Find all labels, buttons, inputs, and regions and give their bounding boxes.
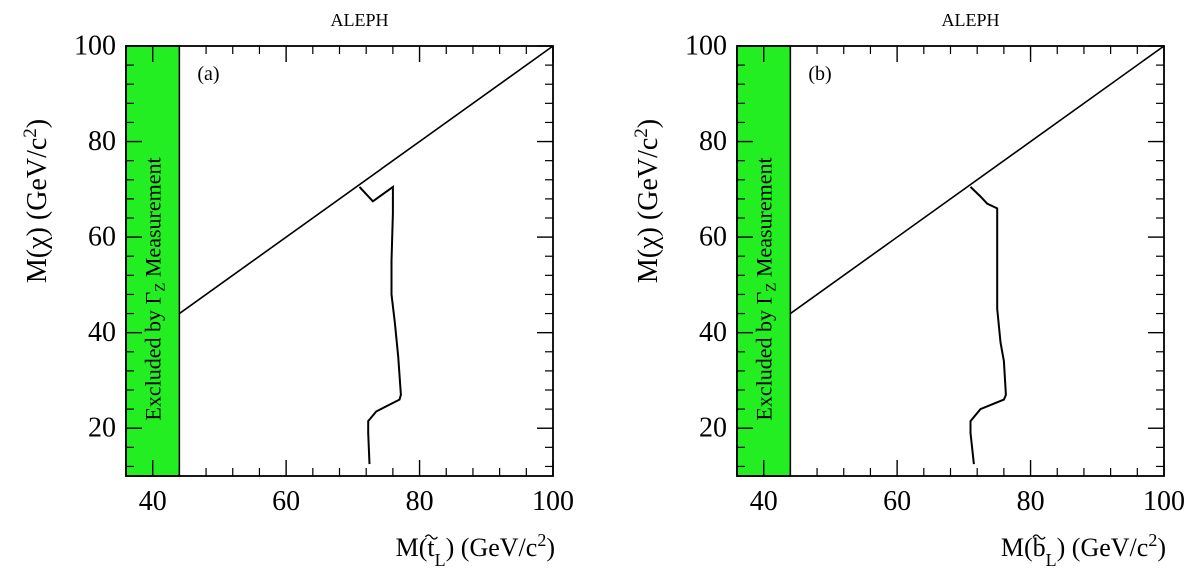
y-label-unit: ) (GeV/c (633, 138, 664, 237)
plot-frame (736, 45, 1165, 477)
excluded-label-tail: Measurement (751, 157, 776, 282)
x-label-subscript: L (435, 550, 446, 570)
y-tick-label: 80 (699, 126, 727, 157)
plot-frame (125, 45, 554, 477)
y-tick-label: 60 (88, 222, 116, 253)
x-axis-label: M(tL) (GeV/c2) (396, 530, 555, 570)
excluded-label-subscript: Z (764, 283, 780, 292)
excluded-region-label: Excluded by ΓZ Measurement (751, 157, 780, 420)
x-tick-label: 100 (532, 486, 574, 517)
y-label-superscript: 2 (20, 128, 41, 138)
excluded-label-base: Excluded by (140, 305, 165, 421)
x-tick-label: 40 (139, 486, 167, 517)
excluded-label-symbol: Γ (140, 292, 165, 305)
kinematic-boundary-line (789, 45, 1165, 315)
exclusion-limit-curve (358, 184, 402, 465)
tilde-mark (424, 534, 438, 540)
y-tick-label: 100 (685, 31, 727, 62)
x-tick-label: 100 (1143, 486, 1185, 517)
y-tick-label: 60 (699, 222, 727, 253)
excluded-label-tail: Measurement (140, 157, 165, 282)
panel-label: (a) (197, 63, 219, 85)
x-label-symbol: t (427, 533, 435, 562)
y-label-base: M( (22, 249, 53, 283)
exclusion-limit-curve (969, 186, 1007, 465)
y-axis-label: M(χ) (GeV/c2) (631, 119, 665, 283)
panel-b: Excluded by ΓZ Measurement ALEPH (b) 40 60 80… (631, 10, 1186, 570)
kinematic-boundary-line (178, 45, 554, 315)
x-axis-label: M(bL) (GeV/c2) (1001, 530, 1166, 570)
excluded-region (736, 45, 792, 477)
x-tick-label: 80 (406, 486, 434, 517)
chart-title: ALEPH (331, 10, 389, 30)
x-tick-label: 40 (750, 486, 778, 517)
y-axis-label: M(χ) (GeV/c2) (20, 119, 54, 283)
excluded-label-base: Excluded by (751, 305, 776, 421)
x-label-base: M( (396, 533, 428, 562)
panel-a: Excluded by ΓZ Measurement ALEPH (a) 40 60 80… (20, 10, 575, 570)
x-tick-label: 80 (1017, 486, 1045, 517)
excluded-label-symbol: Γ (751, 292, 776, 305)
x-label-close: ) (1157, 533, 1166, 562)
y-label-base: M( (633, 249, 664, 283)
excluded-region-label: Excluded by ΓZ Measurement (140, 157, 169, 420)
chart-title: ALEPH (942, 10, 1000, 30)
panel-label: (b) (808, 63, 831, 85)
x-label-unit: ) (GeV/c (1057, 533, 1149, 562)
y-tick-label: 20 (88, 413, 116, 444)
y-tick-label: 20 (699, 413, 727, 444)
y-label-close: ) (22, 119, 53, 128)
y-tick-label: 80 (88, 126, 116, 157)
x-label-close: ) (546, 533, 555, 562)
x-label-superscript: 2 (537, 530, 546, 550)
x-label-base: M( (1001, 533, 1033, 562)
y-label-symbol: χ (22, 236, 53, 250)
y-label-symbol: χ (633, 236, 664, 250)
y-tick-label: 100 (74, 31, 116, 62)
y-label-superscript: 2 (631, 128, 652, 138)
y-tick-label: 40 (88, 317, 116, 348)
excluded-region (125, 45, 181, 477)
x-tick-label: 60 (272, 486, 300, 517)
x-label-symbol: b (1033, 533, 1046, 562)
x-tick-label: 60 (883, 486, 911, 517)
x-label-subscript: L (1046, 550, 1057, 570)
tilde-mark (1032, 534, 1046, 540)
x-label-superscript: 2 (1148, 530, 1157, 550)
y-label-unit: ) (GeV/c (22, 138, 53, 237)
excluded-label-subscript: Z (153, 283, 169, 292)
y-label-close: ) (633, 119, 664, 128)
y-tick-label: 40 (699, 317, 727, 348)
x-label-unit: ) (GeV/c (446, 533, 538, 562)
